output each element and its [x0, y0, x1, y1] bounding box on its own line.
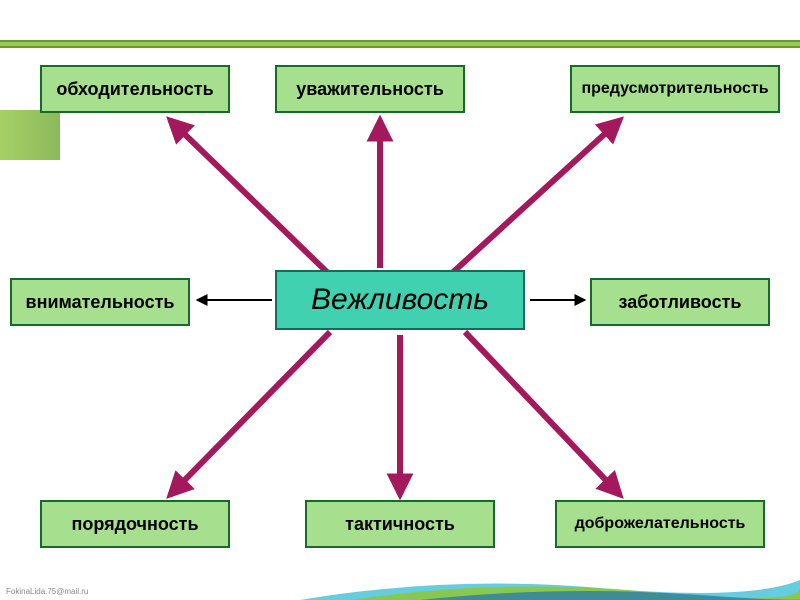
- outer-node-n6: порядочность: [40, 500, 230, 548]
- outer-node-n1: обходительность: [40, 65, 230, 113]
- outer-node-n4: внимательность: [10, 278, 190, 326]
- deco-left-block: [0, 110, 60, 160]
- arrow-0: [170, 120, 330, 275]
- outer-node-label: заботливость: [619, 292, 742, 313]
- deco-top-bar: [0, 40, 800, 48]
- arrow-5: [170, 332, 330, 495]
- outer-node-label: предусмотрительность: [581, 80, 768, 98]
- outer-node-label: доброжелательность: [575, 515, 746, 533]
- center-node: Вежливость: [275, 270, 525, 330]
- arrow-7: [465, 332, 620, 495]
- center-label: Вежливость: [311, 283, 489, 317]
- outer-node-n8: доброжелательность: [555, 500, 765, 548]
- outer-node-n2: уважительность: [275, 65, 465, 113]
- arrow-2: [450, 120, 620, 275]
- footer-email: FokinaLida.75@mail.ru: [6, 587, 88, 596]
- outer-node-label: тактичность: [345, 514, 455, 535]
- outer-node-n3: предусмотрительность: [570, 65, 780, 113]
- outer-node-label: порядочность: [71, 514, 198, 535]
- outer-node-n5: заботливость: [590, 278, 770, 326]
- outer-node-n7: тактичность: [305, 500, 495, 548]
- outer-node-label: обходительность: [56, 79, 213, 100]
- outer-node-label: внимательность: [26, 292, 175, 313]
- deco-bottom-swoosh: [0, 570, 800, 600]
- outer-node-label: уважительность: [296, 79, 444, 100]
